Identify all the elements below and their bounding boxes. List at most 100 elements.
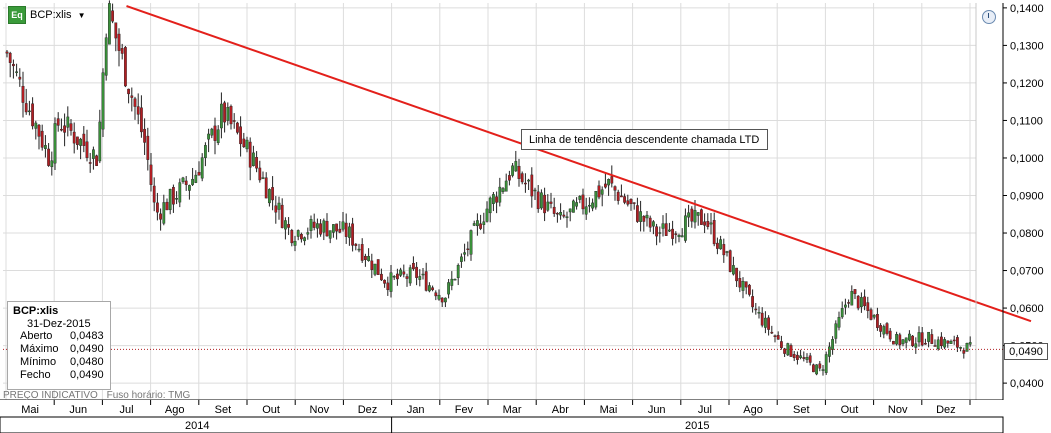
x-tick-label: Set [215, 404, 232, 416]
candle-down [664, 223, 668, 236]
candle-up [200, 157, 204, 179]
candle-up [949, 340, 953, 344]
candle-down [818, 363, 822, 369]
candle-up [815, 364, 819, 375]
candle-up [927, 331, 931, 342]
candle-down [898, 334, 902, 346]
candle-down [735, 267, 739, 282]
candle-down [802, 357, 806, 359]
candle-down [255, 157, 258, 169]
clock-icon[interactable] [982, 10, 996, 24]
candle-up [444, 297, 447, 303]
x-tick-label: Set [793, 404, 810, 416]
candle-up [575, 202, 579, 207]
candle-down [213, 125, 217, 141]
candle-down [776, 335, 780, 340]
candle-down [412, 263, 415, 270]
candle-up [511, 165, 514, 176]
trendline-layer [3, 5, 1032, 350]
candle-up [668, 229, 671, 232]
candle-down [155, 202, 159, 213]
candle-up [91, 149, 95, 159]
candle-up [764, 317, 767, 328]
candle-down [56, 118, 60, 126]
trendline-annotation: Linha de tendência descendente chamada L… [521, 129, 768, 150]
candle-down [405, 276, 409, 279]
candle-down [930, 334, 934, 344]
candle-down [626, 200, 630, 205]
candle-down [21, 85, 25, 103]
candle-down [738, 278, 742, 288]
candle-up [306, 232, 310, 235]
x-tick-label: Dez [358, 404, 378, 416]
x-axis-year-band [0, 416, 1004, 433]
y-tick-label: 0,0600 [1010, 303, 1044, 315]
candle-down [812, 364, 815, 373]
candle-up [322, 220, 326, 233]
candle-down [69, 123, 73, 131]
candle-down [773, 335, 777, 337]
candle-up [168, 188, 172, 210]
info-date: 31-Dez-2015 [27, 318, 91, 330]
candle-up [207, 133, 210, 140]
symbol-selector[interactable]: BCP:xlis [30, 9, 72, 21]
candle-up [895, 334, 899, 345]
candle-up [332, 224, 335, 233]
candle-down [47, 148, 51, 166]
candle-down [383, 279, 386, 284]
candle-down [242, 138, 246, 148]
candle-down [290, 230, 294, 244]
candle-down [520, 173, 524, 183]
x-tick-label: Nov [888, 404, 908, 416]
candle-up [837, 317, 841, 328]
candle-down [88, 162, 92, 164]
candle-down [338, 228, 342, 233]
candle-down [24, 103, 28, 113]
candle-down [143, 128, 146, 143]
candle-down [946, 340, 950, 344]
last-price-tag: 0,0490 [1004, 343, 1048, 360]
candle-down [751, 296, 755, 308]
info-label: Mínimo [20, 356, 57, 368]
candle-up [447, 282, 450, 295]
candle-up [316, 223, 319, 229]
candle-down [885, 323, 889, 334]
candle-up [194, 174, 198, 183]
candle-up [645, 214, 649, 219]
candle-down [300, 233, 303, 240]
x-tick-label: Mai [21, 404, 39, 416]
candle-down [629, 199, 633, 204]
candle-up [261, 177, 265, 179]
candle-down [796, 354, 799, 360]
info-label: Máximo [20, 343, 59, 355]
candle-down [642, 216, 646, 222]
candle-down [130, 95, 134, 98]
candle-down [620, 195, 623, 198]
candle-down [920, 332, 924, 346]
candle-down [956, 337, 959, 348]
chevron-down-icon[interactable]: ▼ [77, 10, 86, 20]
y-tick-label: 0,1000 [1010, 153, 1044, 165]
candle-down [120, 48, 124, 54]
candle-up [251, 152, 255, 167]
candle-up [917, 332, 921, 343]
candle-down [636, 205, 639, 222]
candle-up [341, 221, 345, 230]
candle-down [712, 220, 716, 245]
candle-down [700, 209, 703, 225]
candle-up [309, 219, 313, 231]
candle-up [584, 206, 588, 215]
candle-down [863, 296, 867, 307]
candle-up [268, 189, 271, 204]
candle-up [719, 239, 723, 250]
candle-up [821, 369, 825, 371]
candle-down [690, 208, 694, 222]
candle-up [904, 337, 908, 343]
candle-up [34, 122, 38, 129]
chart-header[interactable]: Eq BCP:xlis ▼ [8, 6, 85, 24]
candle-down [911, 335, 915, 347]
candle-down [552, 206, 556, 214]
candle-up [860, 297, 863, 308]
candle-up [357, 248, 361, 251]
